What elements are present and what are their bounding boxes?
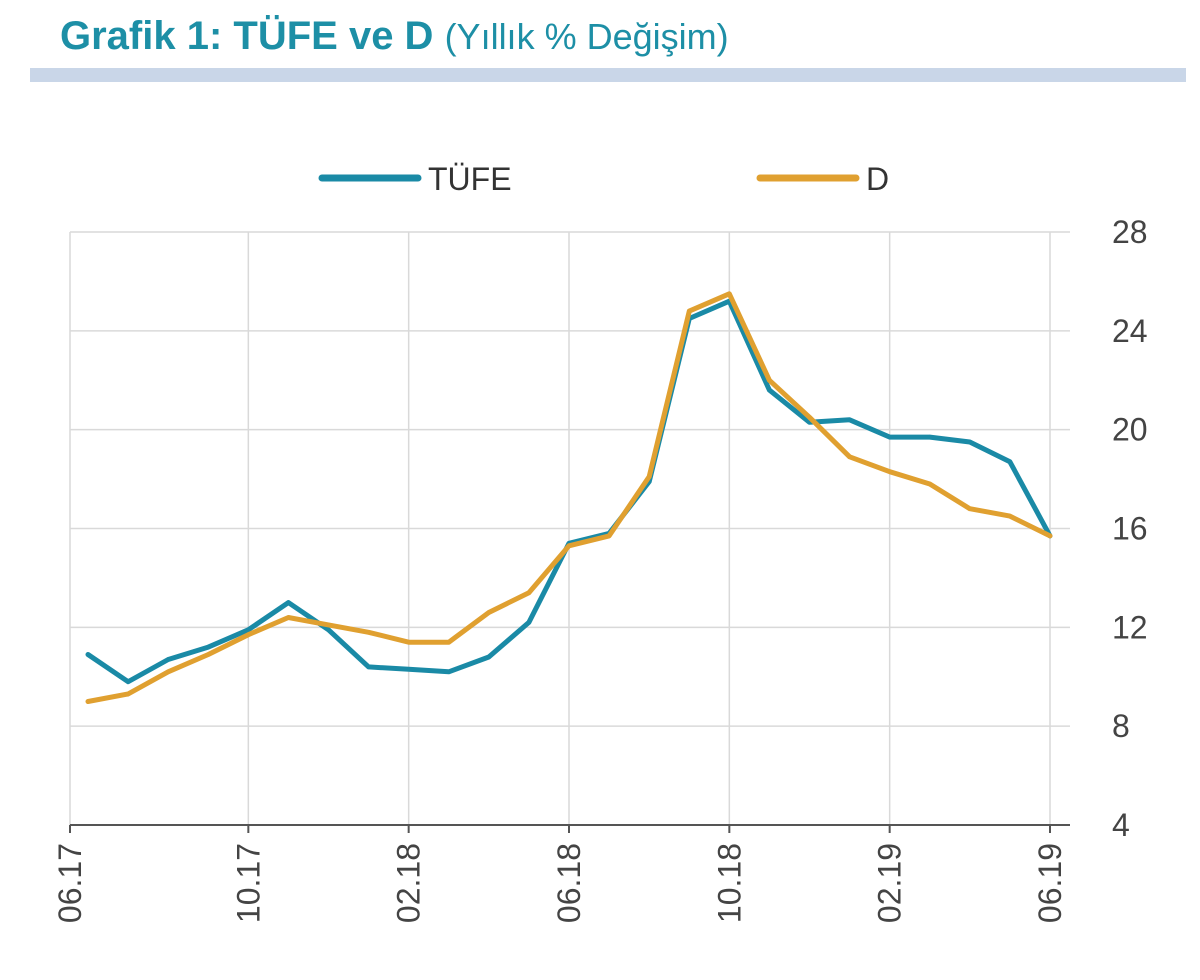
- data-point: [967, 439, 973, 445]
- y-tick-label: 16: [1112, 511, 1148, 547]
- data-point: [366, 664, 371, 670]
- y-tick-label: 24: [1112, 313, 1148, 349]
- chart-title: Grafik 1: TÜFE ve D (Yıllık % Değişim): [60, 14, 729, 59]
- x-tick-label: 02.18: [391, 843, 427, 923]
- data-point: [486, 654, 492, 660]
- data-point: [927, 434, 932, 440]
- data-point: [406, 639, 411, 645]
- data-point: [446, 669, 451, 675]
- data-point: [326, 622, 331, 628]
- data-point: [246, 627, 251, 633]
- data-point: [927, 481, 932, 487]
- x-tick-label: 02.19: [872, 843, 908, 923]
- data-point: [526, 590, 532, 595]
- data-point: [486, 610, 492, 615]
- data-point: [406, 667, 411, 672]
- y-tick-label: 28: [1112, 214, 1148, 250]
- data-point: [125, 679, 131, 684]
- data-point: [165, 669, 171, 675]
- data-point: [446, 639, 451, 645]
- data-point: [727, 291, 732, 296]
- data-point: [85, 652, 91, 657]
- data-point: [246, 632, 251, 637]
- x-tick-label: 10.18: [711, 843, 747, 923]
- data-point: [566, 543, 572, 548]
- data-point: [286, 615, 291, 620]
- legend-label: TÜFE: [428, 161, 512, 197]
- legend-label: D: [866, 161, 889, 197]
- data-point: [646, 474, 652, 479]
- data-point: [366, 630, 371, 635]
- data-point: [1007, 513, 1013, 519]
- y-tick-label: 8: [1112, 708, 1130, 744]
- x-tick-label: 06.19: [1032, 843, 1068, 923]
- data-point: [165, 657, 171, 662]
- data-point: [847, 454, 852, 460]
- data-point: [887, 434, 892, 440]
- y-tick-label: 12: [1112, 609, 1148, 645]
- data-point: [206, 652, 211, 657]
- data-point: [206, 644, 211, 650]
- data-point: [326, 627, 331, 633]
- data-point: [606, 533, 612, 539]
- data-point: [526, 620, 532, 625]
- data-point: [767, 378, 772, 383]
- data-point: [967, 506, 973, 511]
- y-tick-label: 20: [1112, 412, 1148, 448]
- data-point: [767, 387, 772, 393]
- title-underline: [30, 68, 1186, 82]
- data-point: [1007, 459, 1013, 464]
- x-tick-label: 06.17: [52, 843, 88, 923]
- data-point: [1047, 533, 1053, 539]
- x-tick-label: 10.17: [230, 843, 266, 923]
- data-point: [286, 600, 291, 605]
- data-point: [807, 415, 812, 420]
- data-point: [125, 691, 131, 697]
- data-point: [847, 417, 852, 422]
- data-point: [687, 308, 692, 314]
- data-point: [887, 469, 892, 474]
- chart-title-main: Grafik 1: TÜFE ve D: [60, 14, 434, 58]
- chart-title-subtitle: (Yıllık % Değişim): [444, 16, 729, 57]
- data-point: [85, 699, 91, 704]
- x-tick-label: 06.18: [551, 843, 587, 923]
- y-tick-label: 4: [1112, 807, 1130, 843]
